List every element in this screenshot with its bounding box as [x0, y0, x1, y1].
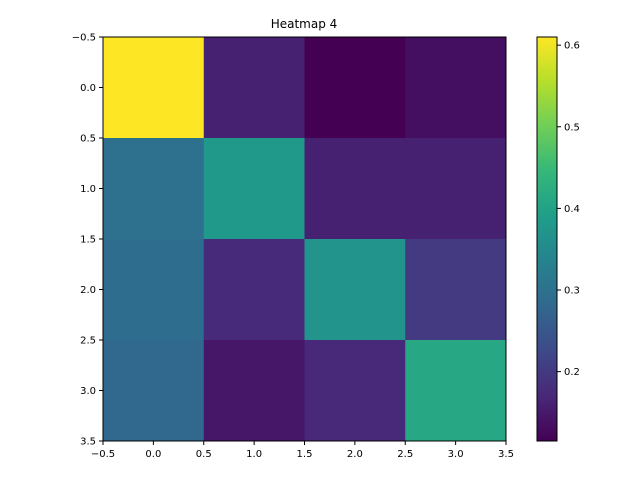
chart-title: Heatmap 4 — [271, 17, 338, 31]
heatmap-cell-r0-c3 — [405, 37, 507, 139]
y-tick-label: 1.5 — [80, 235, 96, 246]
x-tick-label: 2.0 — [347, 449, 363, 460]
heatmap-cell-r3-c3 — [405, 340, 507, 442]
colorbar — [537, 37, 557, 441]
colorbar-axis: 0.2 0.3 0.4 0.5 0.6 — [557, 41, 580, 378]
heatmap-cell-r3-c1 — [203, 340, 305, 442]
x-tick-label: 3.0 — [448, 449, 464, 460]
y-tick-label: 0.0 — [80, 83, 96, 94]
y-tick-label: −0.5 — [72, 33, 96, 44]
colorbar-tick-label: 0.6 — [564, 41, 580, 52]
x-tick-label: 0.0 — [145, 449, 161, 460]
y-axis: −0.5 0.0 0.5 1.0 1.5 2.0 2.5 3.0 3.5 — [72, 33, 103, 448]
heatmap-cell-r1-c2 — [304, 138, 406, 240]
heatmap-cell-r1-c3 — [405, 138, 507, 240]
x-tick-label: 1.0 — [246, 449, 262, 460]
heatmap-cell-r3-c0 — [103, 340, 205, 442]
y-tick-label: 1.0 — [80, 184, 96, 195]
colorbar-tick-label: 0.3 — [564, 286, 580, 297]
heatmap-cell-r3-c2 — [304, 340, 406, 442]
heatmap-cell-r1-c1 — [203, 138, 305, 240]
x-tick-label: −0.5 — [91, 449, 115, 460]
x-tick-label: 2.5 — [397, 449, 413, 460]
heatmap-cell-r2-c1 — [203, 239, 305, 341]
heatmap-cells — [103, 37, 507, 442]
heatmap-cell-r2-c3 — [405, 239, 507, 341]
y-tick-label: 3.5 — [80, 437, 96, 448]
x-tick-label: 3.5 — [498, 449, 514, 460]
colorbar-tick-label: 0.4 — [564, 204, 580, 215]
heatmap-cell-r2-c2 — [304, 239, 406, 341]
colorbar-frame — [536, 36, 558, 442]
heatmap-cell-r0-c0 — [103, 37, 205, 139]
x-tick-label: 0.5 — [196, 449, 212, 460]
y-tick-label: 0.5 — [80, 134, 96, 145]
heatmap-cell-r0-c1 — [203, 37, 305, 139]
heatmap-cell-r0-c2 — [304, 37, 406, 139]
y-tick-label: 2.0 — [80, 285, 96, 296]
heatmap-cell-r1-c0 — [103, 138, 205, 240]
heatmap-cell-r2-c0 — [103, 239, 205, 341]
x-axis: −0.5 0.0 0.5 1.0 1.5 2.0 2.5 3.0 3.5 — [91, 441, 514, 460]
colorbar-tick-label: 0.5 — [564, 122, 580, 133]
y-tick-label: 2.5 — [80, 336, 96, 347]
colorbar-tick-label: 0.2 — [564, 367, 580, 378]
x-tick-label: 1.5 — [297, 449, 313, 460]
y-tick-label: 3.0 — [80, 386, 96, 397]
